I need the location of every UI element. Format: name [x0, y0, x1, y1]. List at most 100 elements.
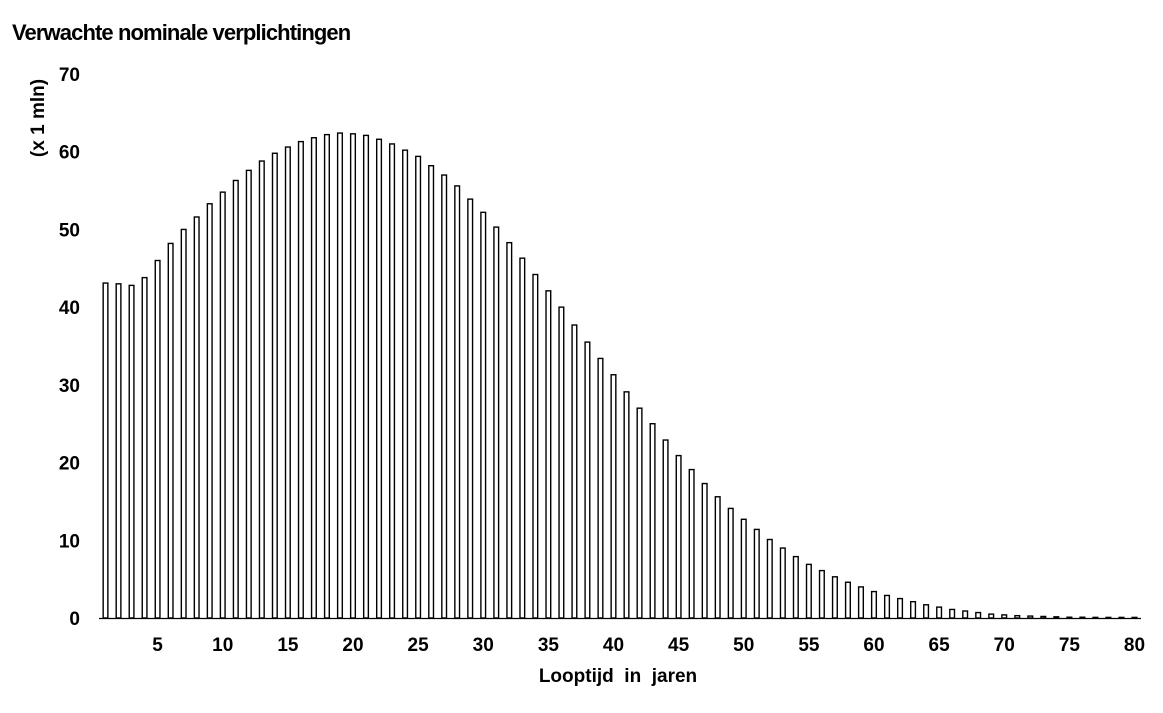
bar-year-3	[128, 284, 135, 619]
bar-year-28	[454, 185, 461, 619]
bar-year-60	[870, 590, 878, 619]
bar-year-2	[115, 283, 122, 619]
bar-year-18	[323, 133, 330, 619]
bar-year-25	[415, 155, 422, 619]
x-tick-label: 65	[929, 635, 951, 656]
bar-year-12	[245, 169, 252, 619]
bar-year-11	[232, 179, 239, 619]
y-axis-ticks: 0 10 20 30 40 50 60 70	[59, 65, 80, 630]
bar-year-75	[1066, 616, 1073, 619]
x-tick-label: 35	[538, 635, 560, 656]
bar-year-6	[167, 242, 174, 619]
bar-year-39	[597, 357, 604, 619]
bar-year-49	[727, 507, 734, 619]
bar-year-17	[310, 137, 317, 619]
bar-year-30	[480, 211, 487, 619]
x-tick-label: 55	[798, 635, 820, 656]
bar-year-32	[506, 241, 513, 619]
y-tick-label: 20	[59, 454, 80, 475]
bar-year-43	[649, 423, 656, 619]
bar-year-5	[154, 259, 161, 619]
chart-title: Verwachte nominale verplichtingen	[12, 20, 351, 45]
bar-year-40	[610, 374, 617, 619]
bar-year-66	[949, 608, 956, 619]
x-tick-label: 70	[994, 635, 1015, 656]
bar-year-72	[1027, 615, 1034, 619]
y-axis-title: (x 1 mln)	[28, 79, 49, 157]
bar-year-42	[636, 407, 643, 619]
x-tick-label: 10	[212, 635, 233, 656]
bar-year-61	[883, 594, 891, 619]
bar-year-74	[1053, 616, 1060, 619]
bar-year-10	[219, 191, 226, 619]
bar-year-26	[428, 164, 435, 619]
bar-year-69	[988, 613, 995, 619]
y-tick-label: 50	[59, 220, 80, 241]
bar-year-21	[362, 134, 370, 619]
bar-year-37	[571, 324, 578, 619]
bar-year-45	[675, 454, 682, 619]
bar-year-8	[193, 216, 200, 619]
bar-year-4	[141, 276, 148, 619]
bar-year-67	[962, 610, 969, 619]
bar-year-22	[375, 138, 383, 619]
bar-year-51	[753, 528, 760, 619]
bars	[102, 132, 1138, 619]
bar-year-24	[402, 149, 409, 619]
x-tick-label: 60	[863, 635, 884, 656]
bar-year-46	[688, 468, 695, 619]
bar-year-1	[102, 282, 109, 619]
bar-year-9	[206, 203, 213, 619]
bar-year-50	[740, 518, 747, 619]
y-tick-label: 30	[59, 376, 80, 397]
bar-year-27	[441, 174, 448, 619]
bar-year-7	[180, 228, 187, 619]
x-tick-label: 20	[342, 635, 363, 656]
bar-year-41	[623, 391, 630, 619]
bar-year-35	[545, 290, 552, 619]
bar-year-53	[779, 547, 786, 619]
y-tick-label: 70	[59, 65, 80, 86]
bar-year-71	[1014, 614, 1021, 619]
x-tick-label: 40	[603, 635, 624, 656]
bar-year-73	[1040, 615, 1047, 619]
y-tick-label: 0	[69, 609, 80, 630]
x-tick-label: 30	[473, 635, 494, 656]
y-tick-label: 10	[59, 531, 80, 552]
bar-year-38	[584, 341, 591, 619]
bar-year-55	[805, 563, 812, 619]
bar-year-48	[714, 496, 721, 619]
bar-year-33	[519, 257, 526, 619]
y-tick-label: 40	[59, 298, 80, 319]
bar-year-52	[766, 538, 773, 619]
x-tick-label: 25	[408, 635, 430, 656]
x-axis-title: Looptijd in jaren	[539, 666, 697, 687]
bar-year-64	[923, 604, 930, 619]
x-tick-label: 45	[668, 635, 690, 656]
bar-year-57	[831, 576, 838, 619]
bar-year-70	[1001, 614, 1008, 619]
bar-year-47	[701, 482, 708, 619]
bar-year-34	[532, 273, 539, 619]
bar-year-14	[271, 152, 278, 619]
x-tick-label: 50	[733, 635, 754, 656]
bar-year-54	[792, 555, 799, 619]
bar-year-63	[910, 600, 917, 619]
bar-year-56	[818, 569, 825, 619]
bar-year-62	[896, 597, 904, 619]
bar-year-16	[297, 140, 304, 619]
x-tick-label: 15	[277, 635, 299, 656]
bar-year-31	[493, 226, 500, 619]
bar-year-59	[857, 586, 865, 619]
x-tick-label: 75	[1059, 635, 1081, 656]
bar-year-29	[467, 198, 474, 619]
y-tick-label: 60	[59, 143, 80, 164]
bar-year-68	[975, 611, 982, 619]
bar-year-15	[284, 146, 291, 619]
bar-year-19	[336, 132, 344, 619]
bar-year-58	[844, 581, 851, 619]
x-tick-label: 80	[1124, 635, 1145, 656]
bar-year-65	[936, 606, 943, 619]
bar-year-20	[349, 133, 357, 619]
